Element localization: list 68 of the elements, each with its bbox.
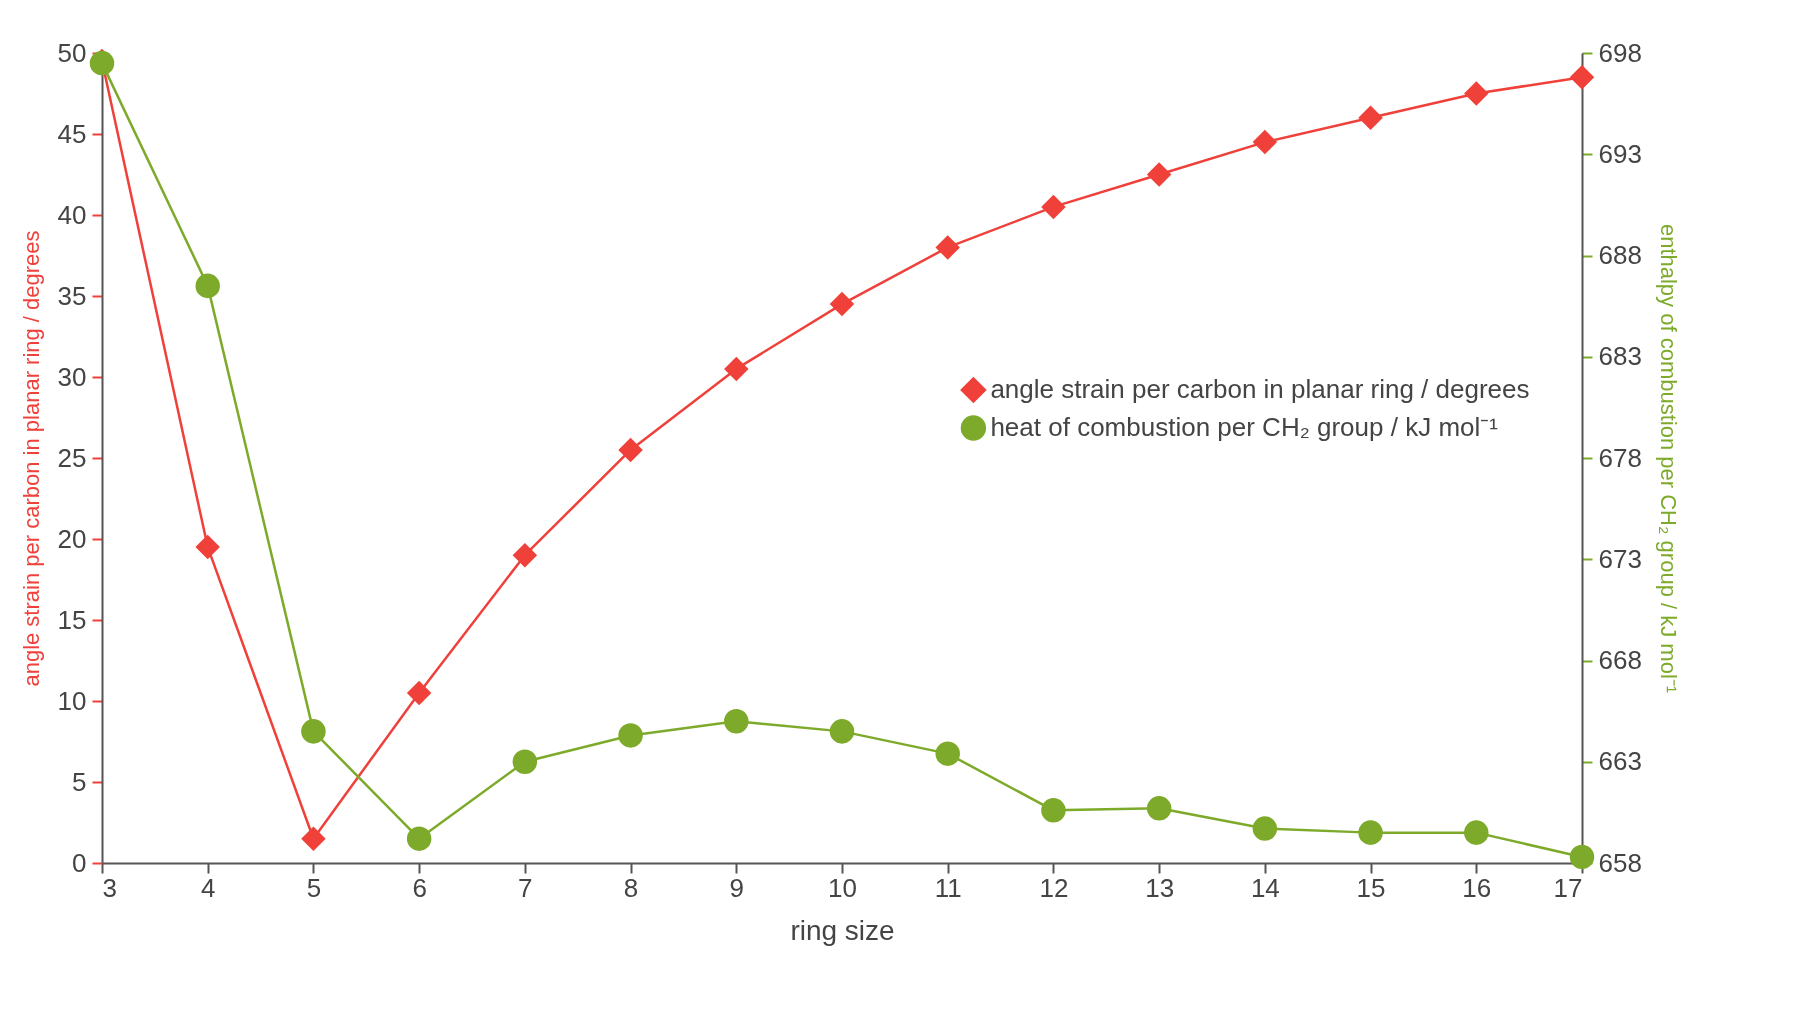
- x-tick-label: 17: [1553, 872, 1583, 903]
- y2-tick-label: 693: [1598, 138, 1642, 169]
- x-tick-label: 11: [934, 872, 962, 903]
- x-tick-label: 7: [518, 872, 533, 903]
- legend-label: heat of combustion per CH₂ group / kJ mol⁻¹: [990, 412, 1499, 442]
- point: [829, 719, 855, 744]
- point: [618, 437, 643, 463]
- point: [301, 719, 326, 744]
- y2-tick-label: 658: [1598, 847, 1642, 878]
- y2-tick-label: 663: [1598, 746, 1642, 777]
- y-tick-label: 30: [57, 361, 87, 392]
- y-tick-label: 35: [57, 280, 87, 311]
- y-tick-label: 5: [72, 766, 87, 797]
- point: [935, 741, 960, 766]
- x-tick-label: 13: [1145, 872, 1175, 903]
- point: [829, 291, 855, 317]
- y-axis-title: angle strain per carbon in planar ring / degrees: [18, 230, 44, 687]
- y2-axis-title: enthalpy of combustion per CH₂ group / kJ mol⁻¹: [1655, 223, 1681, 694]
- y-tick-label: 50: [57, 37, 87, 68]
- y-tick-label: 40: [57, 199, 87, 230]
- y-tick-label: 20: [57, 523, 87, 554]
- x-tick-label: 12: [1039, 872, 1069, 903]
- y2-tick-label: 668: [1598, 645, 1642, 675]
- legend-label: angle strain per carbon in planar ring / degrees: [990, 374, 1530, 404]
- y2-tick-label: 688: [1598, 240, 1642, 270]
- x-tick-label: 9: [729, 872, 745, 903]
- y-tick-label: 15: [57, 604, 87, 635]
- x-tick-label: 6: [412, 872, 427, 903]
- x-tick-label: 5: [306, 872, 322, 903]
- x-tick-label: 8: [623, 872, 639, 903]
- point: [406, 826, 432, 851]
- point: [406, 680, 432, 706]
- y2-tick-label: 673: [1598, 543, 1642, 574]
- point: [195, 273, 220, 299]
- x-tick-label: 14: [1250, 872, 1280, 903]
- point: [1252, 129, 1278, 155]
- point: [1464, 820, 1489, 845]
- point: [512, 749, 538, 774]
- point: [1569, 65, 1595, 90]
- x-axis-title: ring size: [790, 914, 895, 946]
- x-tick-label: 16: [1462, 872, 1492, 903]
- y-tick-label: 0: [72, 847, 87, 878]
- point: [1358, 105, 1383, 131]
- point: [1464, 81, 1489, 106]
- point: [1252, 816, 1278, 841]
- point: [1041, 194, 1066, 220]
- point: [1358, 820, 1383, 845]
- x-tick-label: 10: [828, 872, 857, 903]
- point: [1569, 844, 1595, 870]
- point: [1146, 796, 1172, 821]
- y2-tick-label: 698: [1598, 37, 1642, 68]
- point: [724, 356, 749, 382]
- point: [512, 542, 538, 568]
- y2-tick-label: 678: [1598, 442, 1642, 473]
- point: [301, 826, 326, 851]
- point: [935, 235, 960, 260]
- point: [618, 723, 643, 748]
- y-tick-label: 25: [57, 442, 87, 473]
- y2-tick-label: 683: [1598, 341, 1642, 372]
- y-tick-label: 10: [57, 685, 87, 716]
- point: [1041, 798, 1066, 823]
- y-tick-label: 45: [57, 118, 87, 149]
- point: [724, 709, 749, 734]
- x-tick-label: 4: [200, 872, 216, 903]
- point: [195, 534, 220, 560]
- point: [1146, 162, 1172, 187]
- x-tick-label: 3: [102, 872, 117, 903]
- x-tick-label: 15: [1356, 872, 1386, 903]
